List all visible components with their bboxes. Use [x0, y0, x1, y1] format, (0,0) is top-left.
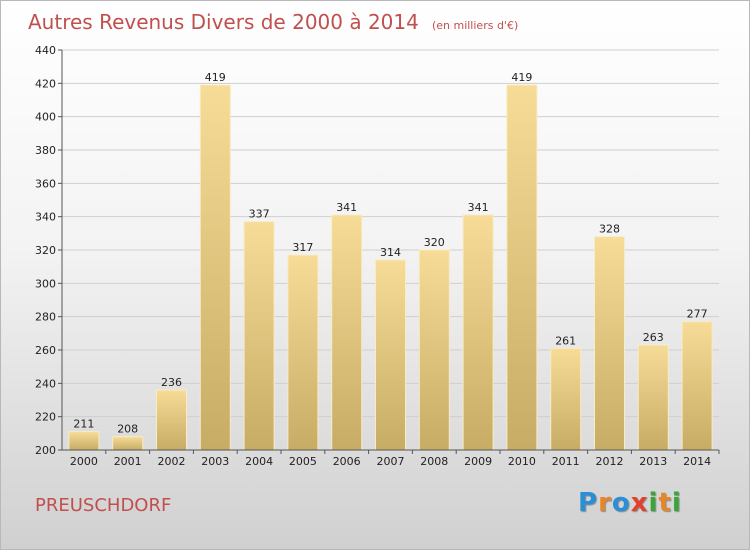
- chart-title-main: Autres Revenus Divers de 2000 à 2014: [28, 10, 419, 34]
- y-tick-label: 320: [35, 244, 56, 257]
- x-axis: 2000 2001 2002 2003 2004 2005 2006 2007 2008 2009…: [62, 449, 720, 468]
- bar-value-label: 211: [73, 418, 94, 431]
- logo-letter: P: [578, 488, 599, 518]
- bar-value-label: 314: [380, 246, 401, 259]
- x-tick-label: 2011: [552, 455, 580, 468]
- bar-value-label: 341: [336, 201, 357, 214]
- bar-value-label: 277: [687, 308, 708, 321]
- y-tick-label: 220: [35, 411, 56, 424]
- commune-name: PREUSCHDORF: [35, 495, 172, 516]
- bar-value-label: 419: [511, 71, 532, 84]
- bar-value-label: 320: [424, 236, 445, 249]
- x-tick-label: 2003: [201, 455, 229, 468]
- bar-2004: [243, 221, 275, 451]
- bar-2008: [418, 249, 450, 451]
- bar-2011: [550, 347, 582, 451]
- x-tick-label: 2004: [245, 455, 273, 468]
- x-tick-label: 2005: [289, 455, 317, 468]
- logo-letter: t: [658, 488, 672, 518]
- bar-2014: [681, 321, 713, 451]
- y-tick-label: 360: [35, 177, 56, 190]
- y-tick-label: 440: [35, 44, 56, 57]
- logo-letter: i: [648, 488, 659, 518]
- bar-2012: [594, 236, 625, 451]
- bar-2006: [331, 214, 363, 451]
- bar-value-label: 261: [555, 334, 576, 347]
- bar-value-label: 317: [292, 241, 313, 254]
- y-tick-label: 340: [35, 211, 56, 224]
- bar-value-label: 337: [249, 208, 270, 221]
- bar-2010: [506, 84, 538, 451]
- x-tick-label: 2006: [333, 455, 361, 468]
- logo-letter: r: [598, 488, 612, 518]
- chart-title: Autres Revenus Divers de 2000 à 2014 (en…: [28, 10, 518, 34]
- x-tick-label: 2014: [683, 455, 711, 468]
- bar-2002: [156, 389, 187, 451]
- x-tick-label: 2009: [464, 455, 492, 468]
- y-tick-label: 260: [35, 344, 56, 357]
- x-tick-label: 2008: [420, 455, 448, 468]
- bar-value-label: 341: [468, 201, 489, 214]
- logo-letter: o: [611, 488, 631, 518]
- bar-2000: [68, 431, 100, 451]
- y-tick-label: 420: [35, 77, 56, 90]
- bar-2005: [287, 254, 319, 451]
- bar-value-label: 236: [161, 376, 182, 389]
- x-tick-label: 2001: [114, 455, 142, 468]
- x-tick-label: 2002: [158, 455, 186, 468]
- logo-letter: i: [671, 488, 682, 518]
- chart-title-unit: (en milliers d'€): [432, 19, 518, 32]
- bar-value-label: 328: [599, 223, 620, 236]
- y-axis: 200 220 240 260 280 300 320 340 360 380 400 420 440: [35, 44, 63, 457]
- bar-2007: [375, 259, 406, 451]
- x-tick-label: 2013: [639, 455, 667, 468]
- bar-2001: [112, 436, 144, 451]
- y-tick-label: 300: [35, 277, 56, 290]
- bar-value-label: 208: [117, 423, 138, 436]
- x-tick-label: 2000: [70, 455, 98, 468]
- bar-2009: [462, 214, 494, 451]
- bars: 211 208 236 419 337 317 341 314 320 341 419 261 328 2…: [68, 71, 713, 451]
- bar-2013: [637, 344, 669, 451]
- y-tick-label: 400: [35, 111, 56, 124]
- y-tick-label: 280: [35, 311, 56, 324]
- x-tick-label: 2007: [377, 455, 405, 468]
- y-tick-label: 380: [35, 144, 56, 157]
- bar-value-label: 263: [643, 331, 664, 344]
- logo-letter: x: [630, 488, 649, 518]
- bar-value-label: 419: [205, 71, 226, 84]
- x-tick-label: 2012: [596, 455, 624, 468]
- y-tick-label: 200: [35, 444, 56, 457]
- y-tick-label: 240: [35, 377, 56, 390]
- x-tick-label: 2010: [508, 455, 536, 468]
- bar-2003: [199, 84, 231, 451]
- proxiti-logo: Proxiti: [578, 488, 682, 518]
